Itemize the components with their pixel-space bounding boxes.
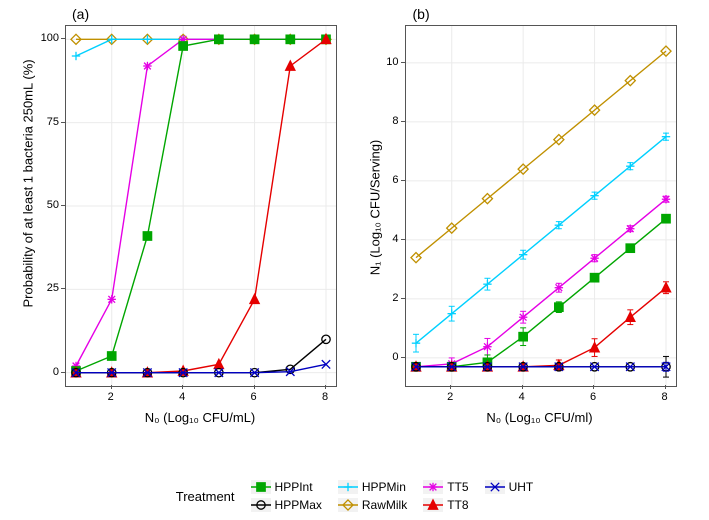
- legend-columns: HPPIntHPPMaxHPPMinRawMilkTT5TT8UHT: [251, 480, 534, 512]
- legend-swatch: [338, 480, 358, 494]
- legend-column: UHT: [485, 480, 534, 512]
- ytick-label: 6: [375, 174, 399, 186]
- legend-column: TT5TT8: [423, 480, 468, 512]
- panel-b-svg: [406, 26, 676, 386]
- xtick-label: 6: [590, 391, 596, 403]
- ytick-label: 8: [375, 115, 399, 127]
- legend-swatch: [251, 498, 271, 512]
- ytick-label: 10: [375, 56, 399, 68]
- legend: Treatment HPPIntHPPMaxHPPMinRawMilkTT5TT…: [0, 480, 709, 512]
- panel-b-xlabel: N₀ (Log₁₀ CFU/ml): [405, 410, 675, 425]
- legend-item: TT8: [423, 498, 468, 512]
- panel-b: (b) N₁ (Log₁₀ CFU/Serving) N₀ (Log₁₀ CFU…: [355, 0, 709, 440]
- panels-row: (a) Probability of at least 1 bacteria 2…: [0, 0, 709, 440]
- panel-b-label: (b): [413, 6, 430, 22]
- ytick-label: 25: [35, 282, 59, 294]
- legend-item: TT5: [423, 480, 468, 494]
- legend-column: HPPMin RawMilk: [338, 480, 407, 512]
- xtick-label: 8: [322, 391, 328, 403]
- legend-swatch: [485, 480, 505, 494]
- legend-label: HPPMax: [275, 498, 322, 512]
- legend-swatch: [251, 480, 271, 494]
- panel-a-xlabel: N₀ (Log₁₀ CFU/mL): [65, 410, 335, 425]
- panel-a-ylabel: Probability of at least 1 bacteria 250mL…: [21, 108, 36, 308]
- ytick-label: 2: [375, 292, 399, 304]
- legend-label: TT8: [447, 498, 468, 512]
- legend-item: HPPMax: [251, 498, 322, 512]
- panel-b-ylabel: N₁ (Log₁₀ CFU/Serving): [367, 108, 382, 308]
- xtick-label: 4: [179, 391, 185, 403]
- legend-column: HPPInt HPPMax: [251, 480, 322, 512]
- panel-a-plot-area: [65, 25, 337, 387]
- legend-swatch: [423, 480, 443, 494]
- legend-label: RawMilk: [362, 498, 407, 512]
- xtick-label: 8: [661, 391, 667, 403]
- legend-title: Treatment: [176, 489, 235, 504]
- panel-a: (a) Probability of at least 1 bacteria 2…: [0, 0, 355, 440]
- figure-container: (a) Probability of at least 1 bacteria 2…: [0, 0, 709, 520]
- legend-item: HPPMin: [338, 480, 407, 494]
- legend-label: UHT: [509, 480, 534, 494]
- ytick-label: 4: [375, 233, 399, 245]
- legend-item: HPPInt: [251, 480, 322, 494]
- legend-label: HPPMin: [362, 480, 406, 494]
- panel-a-label: (a): [72, 6, 89, 22]
- legend-label: HPPInt: [275, 480, 313, 494]
- ytick-label: 75: [35, 116, 59, 128]
- xtick-label: 2: [447, 391, 453, 403]
- legend-swatch: [423, 498, 443, 512]
- xtick-label: 4: [519, 391, 525, 403]
- legend-item: UHT: [485, 480, 534, 494]
- legend-swatch: [338, 498, 358, 512]
- ytick-label: 0: [35, 366, 59, 378]
- xtick-label: 6: [251, 391, 257, 403]
- ytick-label: 0: [375, 351, 399, 363]
- xtick-label: 2: [108, 391, 114, 403]
- ytick-label: 100: [35, 32, 59, 44]
- panel-b-plot-area: [405, 25, 677, 387]
- ytick-label: 50: [35, 199, 59, 211]
- panel-a-svg: [66, 26, 336, 386]
- legend-item: RawMilk: [338, 498, 407, 512]
- legend-label: TT5: [447, 480, 468, 494]
